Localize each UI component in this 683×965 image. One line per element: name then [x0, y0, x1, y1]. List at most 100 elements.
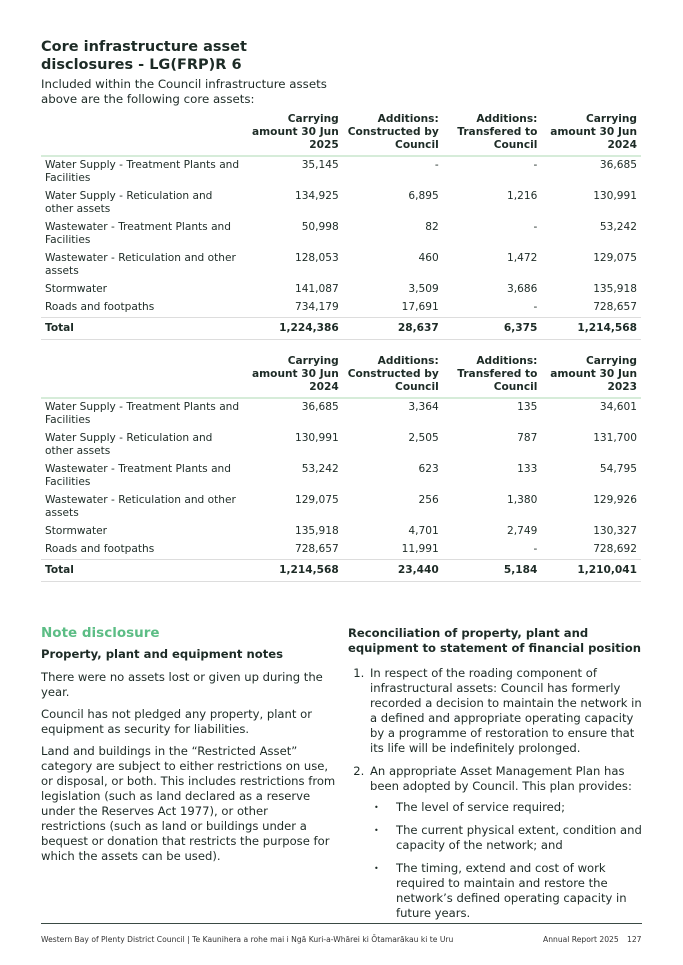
note-paragraph: Land and buildings in the “Restricted As…	[41, 744, 336, 863]
header-cell	[41, 355, 244, 399]
cell-value: 623	[418, 463, 439, 475]
cell-value: 128,053	[294, 252, 339, 264]
cell-value: 130,991	[294, 432, 339, 444]
cell-value: 54,795	[599, 463, 637, 475]
cell-value: 130,327	[593, 525, 637, 537]
table-row: Stormwater 141,087 3,509 3,686 135,918	[41, 281, 641, 299]
intro-text: Included within the Council infrastructu…	[41, 77, 327, 106]
list-item-text: An appropriate Asset Management Plan has…	[370, 764, 632, 793]
total-value: 1,224,386	[243, 317, 343, 340]
cell-value: 129,926	[593, 494, 637, 506]
row-label: Stormwater	[45, 283, 108, 295]
cell-value: 135	[517, 401, 538, 413]
table-row: Water Supply - Reticulation and other as…	[41, 430, 641, 461]
table-row: Wastewater - Reticulation and other asse…	[41, 250, 641, 281]
total-value: 5,184	[442, 559, 542, 582]
cell-value: 1,380	[507, 494, 538, 506]
page-number: 127	[627, 935, 642, 944]
table-row: Roads and footpaths 734,179 17,691 - 728,657	[41, 299, 641, 318]
cell-value: 130,991	[593, 190, 637, 202]
row-label: Total	[41, 559, 244, 582]
table-row: Stormwater 135,918 4,701 2,749 130,327	[41, 523, 641, 541]
cell-value: 135,918	[593, 283, 637, 295]
cell-value: 1,472	[507, 252, 538, 264]
cell-value: -	[434, 159, 439, 171]
cell-value: 129,075	[294, 494, 339, 506]
note-paragraph: Council has not pledged any property, pl…	[41, 707, 312, 736]
row-label: Water Supply - Reticulation and other as…	[45, 190, 213, 215]
table-row: Wastewater - Treatment Plants and Facili…	[41, 219, 641, 250]
cell-value: 3,686	[507, 283, 538, 295]
note-heading: Note disclosure	[41, 625, 160, 641]
cell-value: 728,657	[593, 301, 637, 313]
cell-value: -	[533, 301, 538, 313]
row-label: Water Supply - Reticulation and other as…	[45, 432, 213, 457]
cell-value: 82	[425, 221, 439, 233]
cell-value: 129,075	[593, 252, 637, 264]
note-subheading: Property, plant and equipment notes	[41, 647, 284, 661]
footer-council-name: Western Bay of Plenty District Council |…	[41, 935, 454, 944]
reconciliation-list: In respect of the roading component of i…	[348, 666, 643, 921]
cell-value: 2,505	[408, 432, 439, 444]
cell-value: -	[533, 221, 538, 233]
cell-value: 35,145	[301, 159, 339, 171]
total-value: 1,214,568	[541, 317, 641, 340]
table-row: Roads and footpaths 728,657 11,991 - 728,692	[41, 541, 641, 560]
core-assets-table-2024: Carrying amount 30 Jun 2024 Additions: Co…	[41, 355, 641, 582]
cell-value: 3,509	[408, 283, 439, 295]
row-label: Water Supply - Treatment Plants and Faci…	[45, 401, 240, 426]
row-label: Wastewater - Treatment Plants and Facili…	[45, 221, 231, 246]
reconciliation-section: Reconciliation of property, plant and eq…	[348, 626, 643, 929]
header-cell	[41, 113, 244, 157]
cell-value: 36,685	[599, 159, 637, 171]
column-header: Additions: Constructed by Council	[342, 113, 443, 157]
footer-report-title: Annual Report 2025	[543, 935, 619, 944]
cell-value: 728,692	[593, 543, 637, 555]
header-row: Carrying amount 30 Jun 2025 Additions: Co…	[41, 113, 641, 157]
cell-value: 6,895	[408, 190, 439, 202]
column-header: Additions: Constructed by Council	[342, 355, 443, 399]
column-header: Additions: Transfered to Council	[442, 355, 542, 399]
note-disclosure-section: Note disclosure Property, plant and equi…	[41, 626, 336, 871]
row-label: Total	[41, 317, 244, 340]
bullet-list: The level of service required; The curre…	[370, 800, 643, 921]
total-row: Total 1,224,386 28,637 6,375 1,214,568	[41, 317, 641, 340]
row-label: Wastewater - Reticulation and other asse…	[45, 494, 236, 519]
cell-value: 134,925	[294, 190, 339, 202]
row-label: Wastewater - Treatment Plants and Facili…	[45, 463, 231, 488]
cell-value: 728,657	[294, 543, 339, 555]
cell-value: 4,701	[408, 525, 439, 537]
footer-divider	[41, 923, 642, 924]
cell-value: 34,601	[599, 401, 637, 413]
cell-value: 734,179	[294, 301, 339, 313]
table-row: Water Supply - Reticulation and other as…	[41, 188, 641, 219]
cell-value: 17,691	[401, 301, 439, 313]
cell-value: 53,242	[599, 221, 637, 233]
cell-value: 135,918	[294, 525, 339, 537]
table-row: Wastewater - Treatment Plants and Facili…	[41, 461, 641, 492]
total-value: 6,375	[442, 317, 542, 340]
row-label: Stormwater	[45, 525, 108, 537]
core-assets-table-2025: Carrying amount 30 Jun 2025 Additions: Co…	[41, 113, 641, 340]
reconciliation-heading: Reconciliation of property, plant and eq…	[348, 626, 641, 655]
row-label: Roads and footpaths	[45, 543, 155, 555]
cell-value: -	[533, 159, 538, 171]
row-label: Wastewater - Reticulation and other asse…	[45, 252, 236, 277]
row-label: Water Supply - Treatment Plants and Faci…	[45, 159, 240, 184]
cell-value: 11,991	[401, 543, 439, 555]
total-value: 23,440	[342, 559, 443, 582]
total-value: 1,214,568	[243, 559, 343, 582]
bullet-item: The current physical extent, condition a…	[374, 823, 643, 853]
page-title: Core infrastructure asset disclosures - …	[41, 39, 247, 73]
total-value: 28,637	[342, 317, 443, 340]
bullet-item: The timing, extend and cost of work requ…	[374, 861, 643, 921]
cell-value: -	[533, 543, 538, 555]
list-item: An appropriate Asset Management Plan has…	[368, 764, 643, 921]
bullet-item: The level of service required;	[374, 800, 643, 815]
cell-value: 3,364	[408, 401, 439, 413]
cell-value: 141,087	[294, 283, 339, 295]
cell-value: 36,685	[301, 401, 339, 413]
column-header: Carrying amount 30 Jun 2024	[541, 113, 641, 157]
column-header: Carrying amount 30 Jun 2023	[541, 355, 641, 399]
table-row: Water Supply - Treatment Plants and Faci…	[41, 156, 641, 188]
